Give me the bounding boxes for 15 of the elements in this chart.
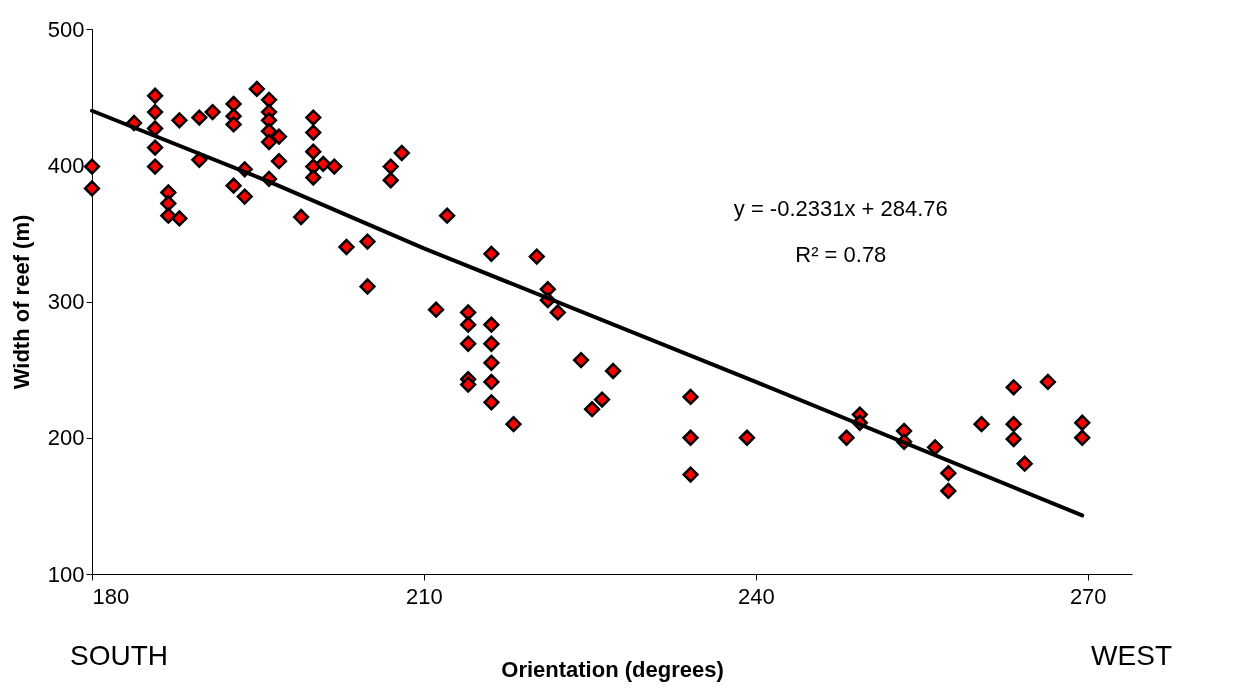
- y-tick-label: 500: [47, 16, 85, 42]
- x-tick-label: 210: [406, 583, 443, 609]
- y-tick-label: 400: [47, 152, 85, 178]
- text: SOUTH: [70, 640, 168, 671]
- x-tick-label: 180: [92, 583, 130, 609]
- y-tick-label: 300: [47, 289, 85, 314]
- x-tick-label: 240: [737, 583, 775, 609]
- y-tick-label: 200: [47, 425, 85, 451]
- text: WEST: [1091, 640, 1172, 671]
- x-tick-label: 270: [1069, 583, 1107, 609]
- y-axis-title: Width of reef (m): [8, 214, 34, 390]
- annotation: R² = 0.78: [795, 242, 887, 268]
- y-tick-label: 100: [47, 561, 85, 587]
- x-axis-title: Orientation (degrees): [501, 656, 724, 682]
- annotation: y = -0.2331x + 284.76: [733, 195, 948, 221]
